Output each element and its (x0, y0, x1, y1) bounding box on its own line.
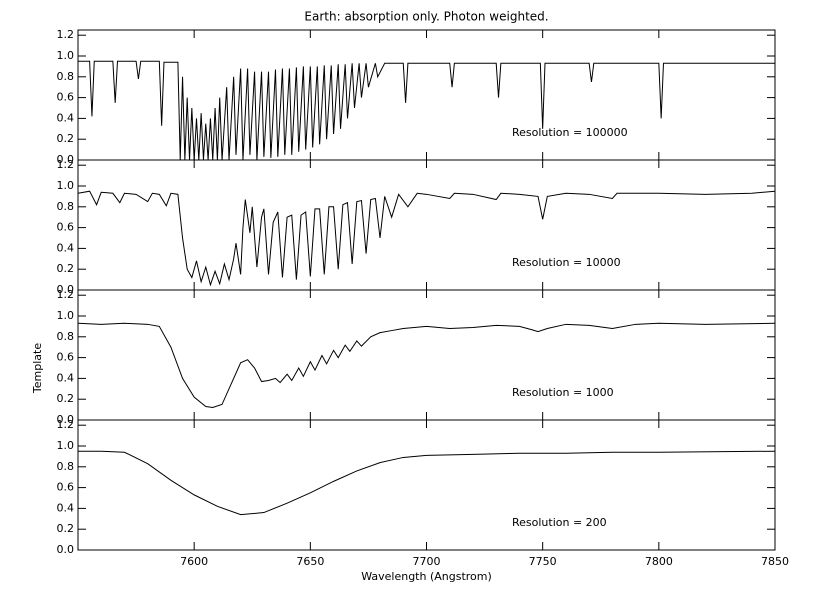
y-tick-label: 1.0 (57, 439, 75, 452)
y-tick-label: 0.0 (57, 413, 75, 426)
y-tick-label: 0.4 (57, 371, 75, 384)
y-tick-label: 0.4 (57, 241, 75, 254)
x-tick-label: 7850 (761, 555, 789, 568)
spectrum-line (77, 322, 776, 409)
x-tick-label: 7700 (413, 555, 441, 568)
y-tick-label: 1.2 (57, 28, 75, 41)
x-tick-label: 7800 (645, 555, 673, 568)
y-tick-label: 0.6 (57, 91, 75, 104)
y-tick-label: 0.4 (57, 111, 75, 124)
y-tick-label: 1.0 (57, 49, 75, 62)
x-tick-label: 7600 (180, 555, 208, 568)
x-tick-label: 7650 (296, 555, 324, 568)
y-tick-label: 0.6 (57, 351, 75, 364)
y-tick-label: 1.2 (57, 288, 75, 301)
y-tick-label: 0.0 (57, 283, 75, 296)
y-tick-label: 0.2 (57, 262, 75, 275)
y-tick-label: 1.2 (57, 158, 75, 171)
y-tick-label: 0.2 (57, 132, 75, 145)
chart-title: Earth: absorption only. Photon weighted. (304, 10, 548, 24)
y-tick-label: 0.6 (57, 221, 75, 234)
y-tick-label: 0.4 (57, 501, 75, 514)
spectrum-line (77, 190, 776, 287)
annotation: Resolution = 100000 (512, 126, 628, 139)
y-tick-label: 0.0 (57, 543, 75, 556)
y-tick-label: 1.0 (57, 179, 75, 192)
y-tick-label: 0.0 (57, 153, 75, 166)
annotation: Resolution = 10000 (512, 256, 621, 269)
y-tick-label: 0.8 (57, 330, 75, 343)
y-tick-label: 0.8 (57, 460, 75, 473)
y-tick-label: 0.6 (57, 481, 75, 494)
y-tick-label: 0.8 (57, 70, 75, 83)
annotation: Resolution = 1000 (512, 386, 614, 399)
annotation: Resolution = 200 (512, 516, 607, 529)
y-tick-label: 1.0 (57, 309, 75, 322)
x-axis-label: Wavelength (Angstrom) (361, 570, 492, 583)
spectrum-line (78, 450, 776, 516)
y-tick-label: 1.2 (57, 418, 75, 431)
y-tick-label: 0.2 (57, 392, 75, 405)
x-tick-label: 7750 (529, 555, 557, 568)
y-tick-label: 0.2 (57, 522, 75, 535)
y-tick-label: 0.8 (57, 200, 75, 213)
y-axis-label: Template (31, 343, 44, 394)
